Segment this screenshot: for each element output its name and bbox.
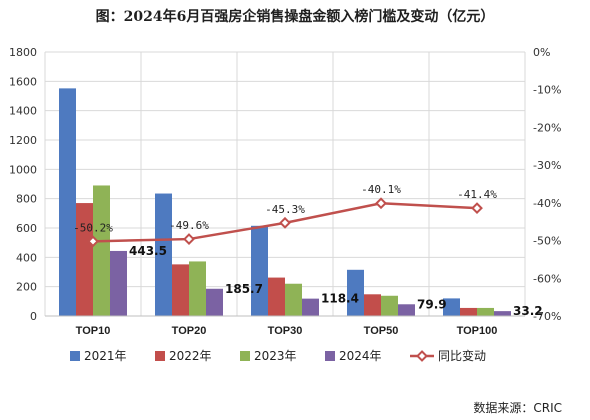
x-tick-label: TOP10 <box>76 325 111 337</box>
y-tick-label: 0 <box>30 310 37 323</box>
bar <box>302 298 319 316</box>
line-data-label: -41.4% <box>457 188 497 201</box>
line-data-label: -45.3% <box>265 203 305 216</box>
bar <box>251 225 268 316</box>
x-tick-label: TOP20 <box>172 325 207 337</box>
line-data-label: -50.2% <box>73 221 113 234</box>
y2-tick-label: 0% <box>533 46 550 59</box>
line-point <box>375 197 387 210</box>
y-tick-label: 1400 <box>9 105 37 118</box>
legend-label: 2024年 <box>339 349 382 363</box>
y2-tick-label: -10% <box>533 84 561 97</box>
y2-tick-label: -60% <box>533 272 561 285</box>
y-tick-label: 600 <box>16 222 37 235</box>
line-data-label: -40.1% <box>361 183 401 196</box>
legend-label: 2023年 <box>254 349 297 363</box>
bar <box>206 288 223 316</box>
bar <box>110 250 127 316</box>
legend-line-marker <box>416 350 428 362</box>
bar <box>285 283 302 316</box>
bar <box>460 307 477 316</box>
bar <box>443 298 460 316</box>
bar <box>59 88 76 316</box>
x-tick-label: TOP30 <box>268 325 303 337</box>
bar <box>381 295 398 316</box>
line-point <box>183 233 195 245</box>
y-tick-label: 800 <box>16 193 37 206</box>
legend-label: 同比变动 <box>438 348 486 363</box>
legend-label: 2021年 <box>84 349 127 363</box>
y2-tick-label: -30% <box>533 159 561 172</box>
bar-data-label: 79.9 <box>417 297 447 311</box>
bar <box>477 307 494 316</box>
bar <box>347 269 364 316</box>
bar <box>155 193 172 316</box>
y2-tick-label: -20% <box>533 121 561 134</box>
y-tick-label: 1600 <box>9 75 37 88</box>
x-tick-label: TOP50 <box>364 325 399 337</box>
legend-swatch <box>325 351 335 361</box>
bar <box>189 261 206 316</box>
y-tick-label: 1000 <box>9 163 37 176</box>
y-tick-label: 1200 <box>9 134 37 147</box>
legend-label: 2022年 <box>169 349 212 363</box>
bar <box>268 277 285 316</box>
bar-data-label: 33.2 <box>513 304 543 318</box>
y-tick-label: 1800 <box>9 46 37 59</box>
chart-title: 图：2024年6月百强房企销售操盘金额入榜门槛及变动（亿元） <box>95 9 495 25</box>
y2-tick-label: -70% <box>533 310 561 323</box>
line-data-label: -49.6% <box>169 219 209 232</box>
source-note: 数据来源：CRIC <box>473 401 562 415</box>
y2-tick-label: -50% <box>533 235 561 248</box>
bar <box>172 264 189 316</box>
bar <box>494 311 511 316</box>
bar-data-label: 443.5 <box>129 244 167 258</box>
bar <box>93 185 110 316</box>
bar <box>76 203 93 316</box>
bar-data-label: 118.4 <box>321 292 359 306</box>
y-tick-label: 200 <box>16 281 37 294</box>
legend-swatch <box>155 351 165 361</box>
legend-swatch <box>240 351 250 361</box>
y-tick-label: 400 <box>16 251 37 264</box>
line-point <box>471 202 483 215</box>
line-point <box>87 235 99 248</box>
line-point <box>279 216 291 229</box>
legend-swatch <box>70 351 80 361</box>
bar <box>398 304 415 316</box>
y2-tick-label: -40% <box>533 197 561 210</box>
bar <box>364 294 381 316</box>
bar-data-label: 185.7 <box>225 282 263 296</box>
x-tick-label: TOP100 <box>457 325 498 337</box>
